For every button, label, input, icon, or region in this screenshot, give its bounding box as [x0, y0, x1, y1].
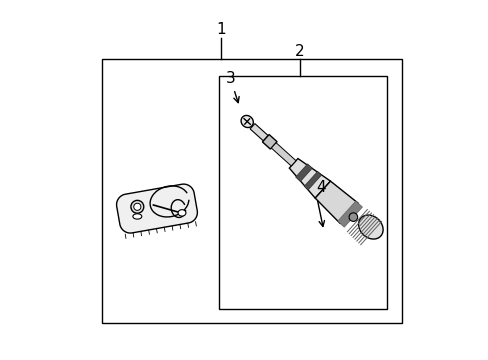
Polygon shape [289, 158, 330, 198]
Polygon shape [295, 164, 312, 181]
Bar [102, 59, 401, 323]
Text: 3: 3 [225, 71, 235, 86]
Circle shape [134, 203, 141, 210]
Circle shape [348, 213, 357, 221]
Text: 4: 4 [315, 180, 325, 195]
Polygon shape [337, 201, 362, 227]
Polygon shape [116, 184, 197, 233]
Circle shape [131, 201, 143, 213]
Polygon shape [262, 135, 277, 149]
Ellipse shape [133, 214, 142, 219]
Polygon shape [249, 123, 267, 141]
Polygon shape [241, 116, 253, 127]
Ellipse shape [178, 210, 185, 216]
Polygon shape [358, 215, 382, 239]
Text: 2: 2 [294, 44, 304, 59]
Polygon shape [304, 171, 321, 190]
Polygon shape [271, 143, 295, 166]
Text: 1: 1 [216, 22, 225, 37]
Polygon shape [315, 181, 358, 224]
Bar [219, 76, 386, 309]
